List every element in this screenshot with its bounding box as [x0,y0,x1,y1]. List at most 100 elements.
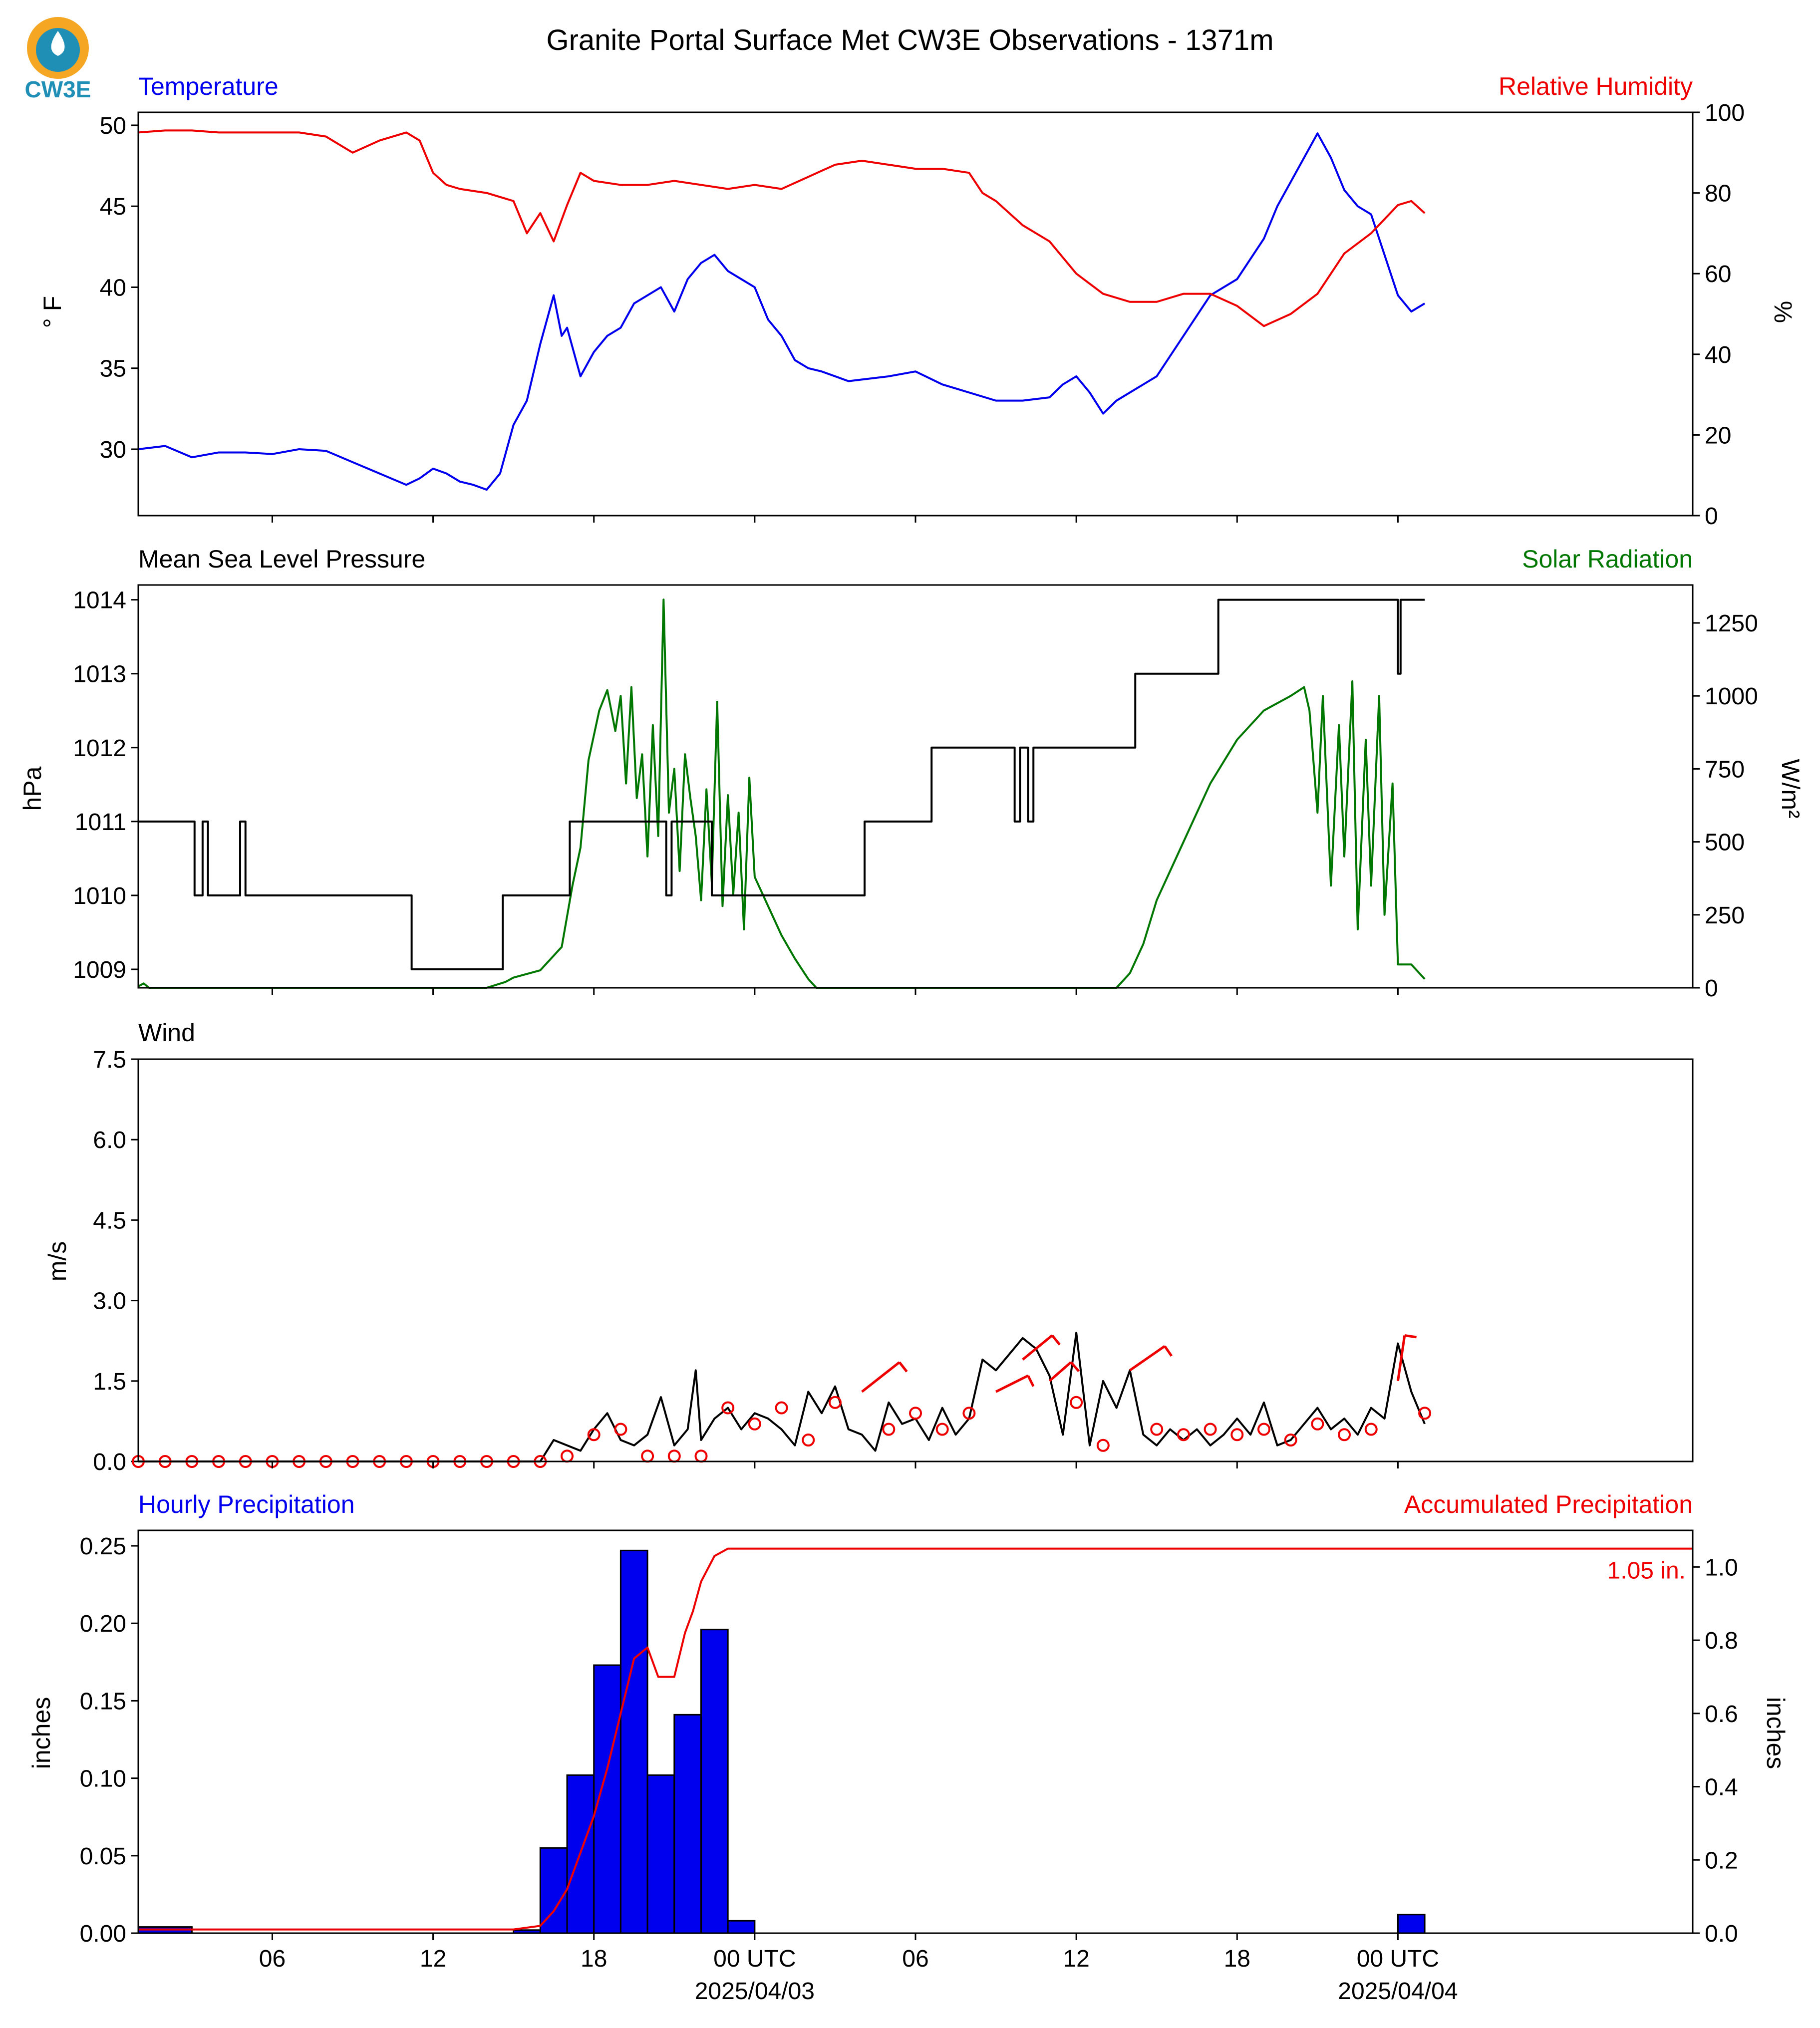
time-tick-label: 00 UTC [713,1946,796,1972]
pressure-tick-label: 1012 [73,735,126,762]
time-date-label: 2025/04/04 [1338,1978,1458,2005]
cw3e-logo: CW3E [25,17,91,102]
solar-title: Solar Radiation [1522,545,1693,573]
solar-tick-label: 250 [1705,902,1745,929]
wind-title: Wind [138,1019,195,1047]
relative-humidity-line [138,129,1426,327]
wind-tick-label: 7.5 [93,1047,126,1073]
solar-tick-label: 1000 [1705,683,1758,710]
accumulated-precip-title: Accumulated Precipitation [1404,1490,1693,1518]
wind-barb [1396,1335,1406,1382]
wind-calm-marker [802,1434,815,1447]
panel-3-frame [137,1058,1694,1462]
accumulated-precip-axis-label: inches [1762,1697,1790,1769]
humidity-tick-label: 80 [1705,181,1731,207]
wind-barb-flag [1027,1375,1035,1387]
precip-bar [619,1549,648,1934]
wind-barb-flag [1164,1345,1173,1357]
panel-2-frame [137,584,1694,989]
wind-barb [861,1361,901,1393]
accumulated-precip-tick-label: 0.2 [1705,1847,1738,1874]
humidity-tick-label: 60 [1705,261,1731,288]
wind-tick-label: 4.5 [93,1207,126,1234]
wind-barb-flag [1404,1334,1417,1339]
accumulated-precip-tick-label: 1.0 [1705,1554,1738,1581]
temperature-tick-label: 30 [100,437,126,463]
wind-calm-marker [614,1423,627,1436]
pressure-tick-label: 1013 [73,661,126,688]
wind-calm-marker [641,1449,654,1463]
wind-calm-marker [1338,1428,1351,1442]
precip-bar [1397,1914,1426,1934]
accumulated-total-label: 1.05 in. [1607,1558,1686,1584]
precip-bar [646,1774,675,1934]
temperature-tick-label: 45 [100,194,126,220]
wind-calm-marker [1418,1407,1432,1420]
hourly-precip-tick-label: 0.15 [80,1688,126,1715]
solar-tick-label: 1250 [1705,610,1758,637]
wind-barb-flag [1051,1334,1061,1346]
wind-tick-label: 6.0 [93,1127,126,1154]
panel-pressure-solar: Mean Sea Level Pressure Solar Radiation … [18,545,1805,1002]
wind-calm-marker [775,1401,788,1415]
time-tick-label: 18 [581,1946,607,1972]
wind-calm-marker [748,1417,761,1431]
time-tick-label: 12 [420,1946,446,1972]
pressure-title: Mean Sea Level Pressure [138,545,425,573]
time-tick-label: 12 [1063,1946,1089,1972]
wind-calm-marker [882,1423,896,1436]
wind-tick-label: 1.5 [93,1369,126,1395]
wind-calm-marker [1284,1434,1297,1447]
wind-barb [995,1374,1029,1393]
humidity-title: Relative Humidity [1499,72,1693,100]
time-tick-label: 00 UTC [1357,1946,1439,1972]
panel-1-frame [137,111,1694,517]
panel-precipitation: Hourly Precipitation Accumulated Precipi… [27,1490,1790,1947]
temperature-title: Temperature [138,72,279,100]
solar-tick-label: 500 [1705,830,1745,856]
wind-calm-marker [1150,1423,1164,1436]
wind-calm-marker [1257,1423,1270,1436]
humidity-tick-label: 40 [1705,342,1731,368]
wind-calm-marker [667,1449,681,1463]
solar-radiation-line [138,598,1426,989]
panel-wind: Wind m/s 0.0 1.5 3.0 4.5 6.0 7.5 [43,1019,1694,1475]
precip-bar [700,1629,729,1934]
precipitation-plot: 0.00 0.05 0.10 0.15 0.20 0.25 0.0 0.2 0.4 0.6 0.8 1… [80,1533,1738,1947]
wind-calm-marker [828,1396,842,1409]
accumulated-precip-tick-label: 0.6 [1705,1701,1738,1728]
humidity-tick-label: 20 [1705,422,1731,449]
panel-temperature-humidity: Temperature Relative Humidity ° F % 30 35… [38,72,1797,530]
time-tick-label: 18 [1224,1946,1250,1972]
pressure-line [138,598,1425,970]
hourly-precip-tick-label: 0.00 [80,1921,126,1947]
precip-bar [673,1714,702,1934]
wind-calm-marker [1177,1428,1190,1442]
wind-calm-marker [1070,1396,1083,1409]
logo-drop-icon [51,31,65,56]
pressure-tick-label: 1011 [75,809,126,836]
hourly-precip-tick-label: 0.25 [80,1533,126,1560]
wind-barb [1129,1345,1166,1372]
hourly-precip-axis-label: inches [27,1697,55,1769]
wind-barb [1048,1361,1072,1382]
temperature-tick-label: 40 [100,275,126,301]
wind-speed-line [138,1332,1426,1462]
time-tick-label: 06 [902,1946,928,1972]
time-axis: 06 12 18 00 UTC 2025/04/03 06 12 18 00 UTC 2025/0… [259,516,1458,2005]
accumulated-precip-tick-label: 0.4 [1705,1774,1738,1801]
wind-calm-marker [1364,1423,1378,1436]
wind-barb-flag [1070,1361,1080,1372]
solar-tick-label: 0 [1705,975,1718,1002]
wind-calm-marker [1204,1423,1217,1436]
pressure-solar-plot: 1009 1010 1011 1012 1013 1014 0 250 500 750 1000 12… [73,587,1758,1002]
temperature-tick-label: 35 [100,356,126,382]
humidity-axis-label: % [1769,301,1797,323]
pressure-tick-label: 1014 [73,587,126,614]
solar-tick-label: 750 [1705,756,1745,783]
wind-calm-marker [587,1428,601,1442]
wind-calm-marker [1230,1428,1244,1442]
wind-tick-label: 3.0 [93,1288,126,1315]
wind-barb-flag [898,1361,908,1373]
